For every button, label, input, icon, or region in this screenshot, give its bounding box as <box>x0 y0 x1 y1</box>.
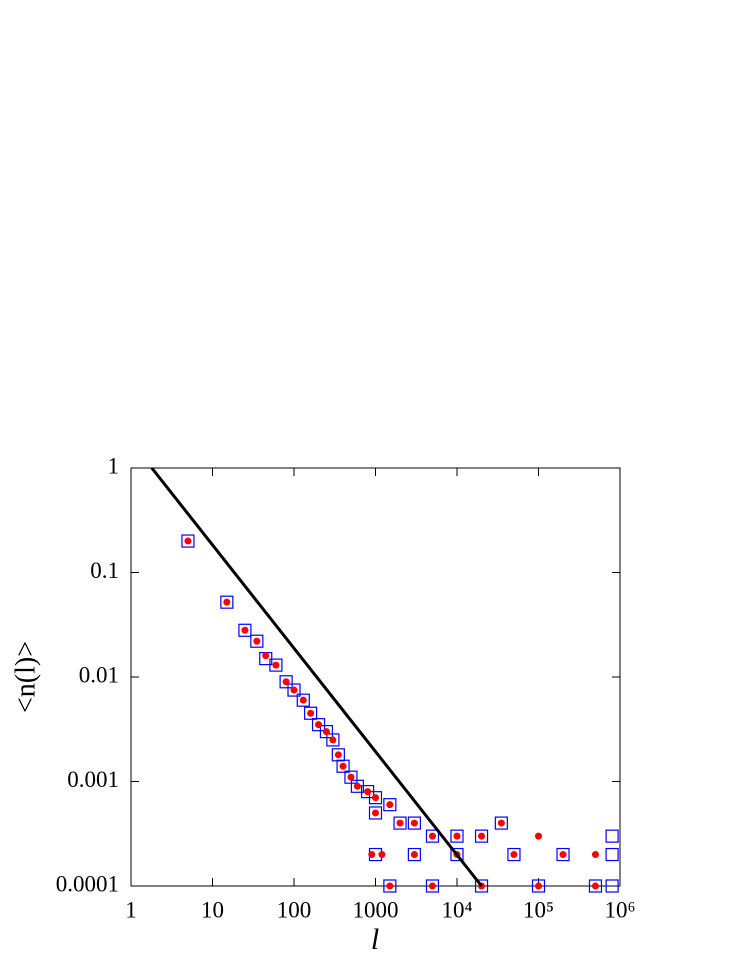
dot-marker <box>262 652 270 660</box>
square-marker <box>425 879 440 893</box>
square-marker <box>336 759 350 773</box>
square-marker <box>425 829 440 843</box>
dot-marker <box>241 626 249 634</box>
square-marker <box>311 718 326 732</box>
plot-frame <box>130 467 621 887</box>
dot-marker <box>253 637 261 645</box>
dot-marker <box>559 851 567 859</box>
square-marker <box>450 847 464 862</box>
square-marker <box>407 847 421 862</box>
square-marker <box>296 693 310 707</box>
dot-marker <box>307 709 315 717</box>
square-marker <box>181 534 195 548</box>
dot-marker <box>591 851 599 859</box>
square-marker <box>279 675 293 689</box>
square-marker <box>383 798 397 812</box>
dot-marker <box>329 736 337 744</box>
dot-marker <box>334 751 342 759</box>
x-tick-label: 1000 <box>353 897 399 922</box>
dot-marker <box>535 832 542 840</box>
dot-marker <box>428 882 436 890</box>
square-marker <box>383 879 397 893</box>
y-tick-label: 0.001 <box>67 767 119 792</box>
dot-marker <box>386 882 394 890</box>
square-marker <box>507 847 521 862</box>
x-tick-label: 10⁵ <box>523 897 554 922</box>
square-marker <box>556 847 570 862</box>
square-marker <box>605 879 619 893</box>
square-marker <box>450 829 464 843</box>
square-marker <box>588 879 603 893</box>
dot-marker <box>223 598 231 606</box>
y-tick-label: 0.1 <box>90 558 119 583</box>
square-marker <box>474 829 489 843</box>
y-tick-label: 1 <box>108 453 120 478</box>
dot-marker <box>478 832 486 840</box>
dot-marker <box>453 832 461 840</box>
dot-marker <box>410 819 418 827</box>
square-marker <box>304 706 318 720</box>
square-marker <box>287 683 301 697</box>
dot-marker <box>510 851 518 859</box>
x-tick-label: 10 <box>201 897 224 922</box>
square-marker <box>531 879 546 893</box>
x-tick-label: 1 <box>125 897 137 922</box>
dot-marker <box>535 882 542 890</box>
square-marker <box>250 634 264 648</box>
dot-marker <box>315 721 323 729</box>
dot-marker <box>299 696 307 704</box>
dot-marker <box>322 728 330 736</box>
dot-marker <box>184 537 192 545</box>
square-marker <box>350 779 365 793</box>
dot-marker <box>386 801 394 809</box>
square-marker <box>238 623 252 637</box>
dot-marker <box>282 678 290 686</box>
dot-marker <box>347 773 355 781</box>
dot-marker <box>272 661 280 669</box>
y-axis-label: <n(l)> <box>10 641 41 713</box>
square-marker <box>494 816 508 830</box>
dot-marker <box>396 819 404 827</box>
dot-marker <box>497 819 505 827</box>
x-axis-label: l <box>371 923 379 956</box>
dot-marker <box>290 686 298 694</box>
x-tick-label: 100 <box>277 897 312 922</box>
square-marker <box>368 791 383 805</box>
square-marker <box>474 879 489 893</box>
x-tick-label: 10⁴ <box>441 897 472 922</box>
dot-marker <box>410 851 418 859</box>
dot-marker <box>353 782 361 790</box>
x-tick-label: 10⁶ <box>604 897 635 922</box>
square-marker <box>269 658 283 672</box>
square-marker <box>605 829 619 843</box>
square-marker <box>220 595 234 609</box>
square-marker <box>326 733 340 747</box>
y-tick-label: 0.01 <box>79 662 119 687</box>
y-tick-label: 0.0001 <box>56 871 119 896</box>
dot-marker <box>368 851 376 859</box>
dot-marker <box>372 794 379 802</box>
dot-marker <box>378 851 386 859</box>
square-marker <box>393 816 407 830</box>
dot-marker <box>428 832 436 840</box>
fit-line <box>150 467 483 887</box>
dot-marker <box>591 882 599 890</box>
dot-marker <box>364 788 372 796</box>
dot-marker <box>372 809 379 817</box>
square-marker <box>605 847 619 862</box>
square-marker <box>368 806 383 820</box>
square-marker <box>407 816 421 830</box>
dot-marker <box>339 762 347 770</box>
